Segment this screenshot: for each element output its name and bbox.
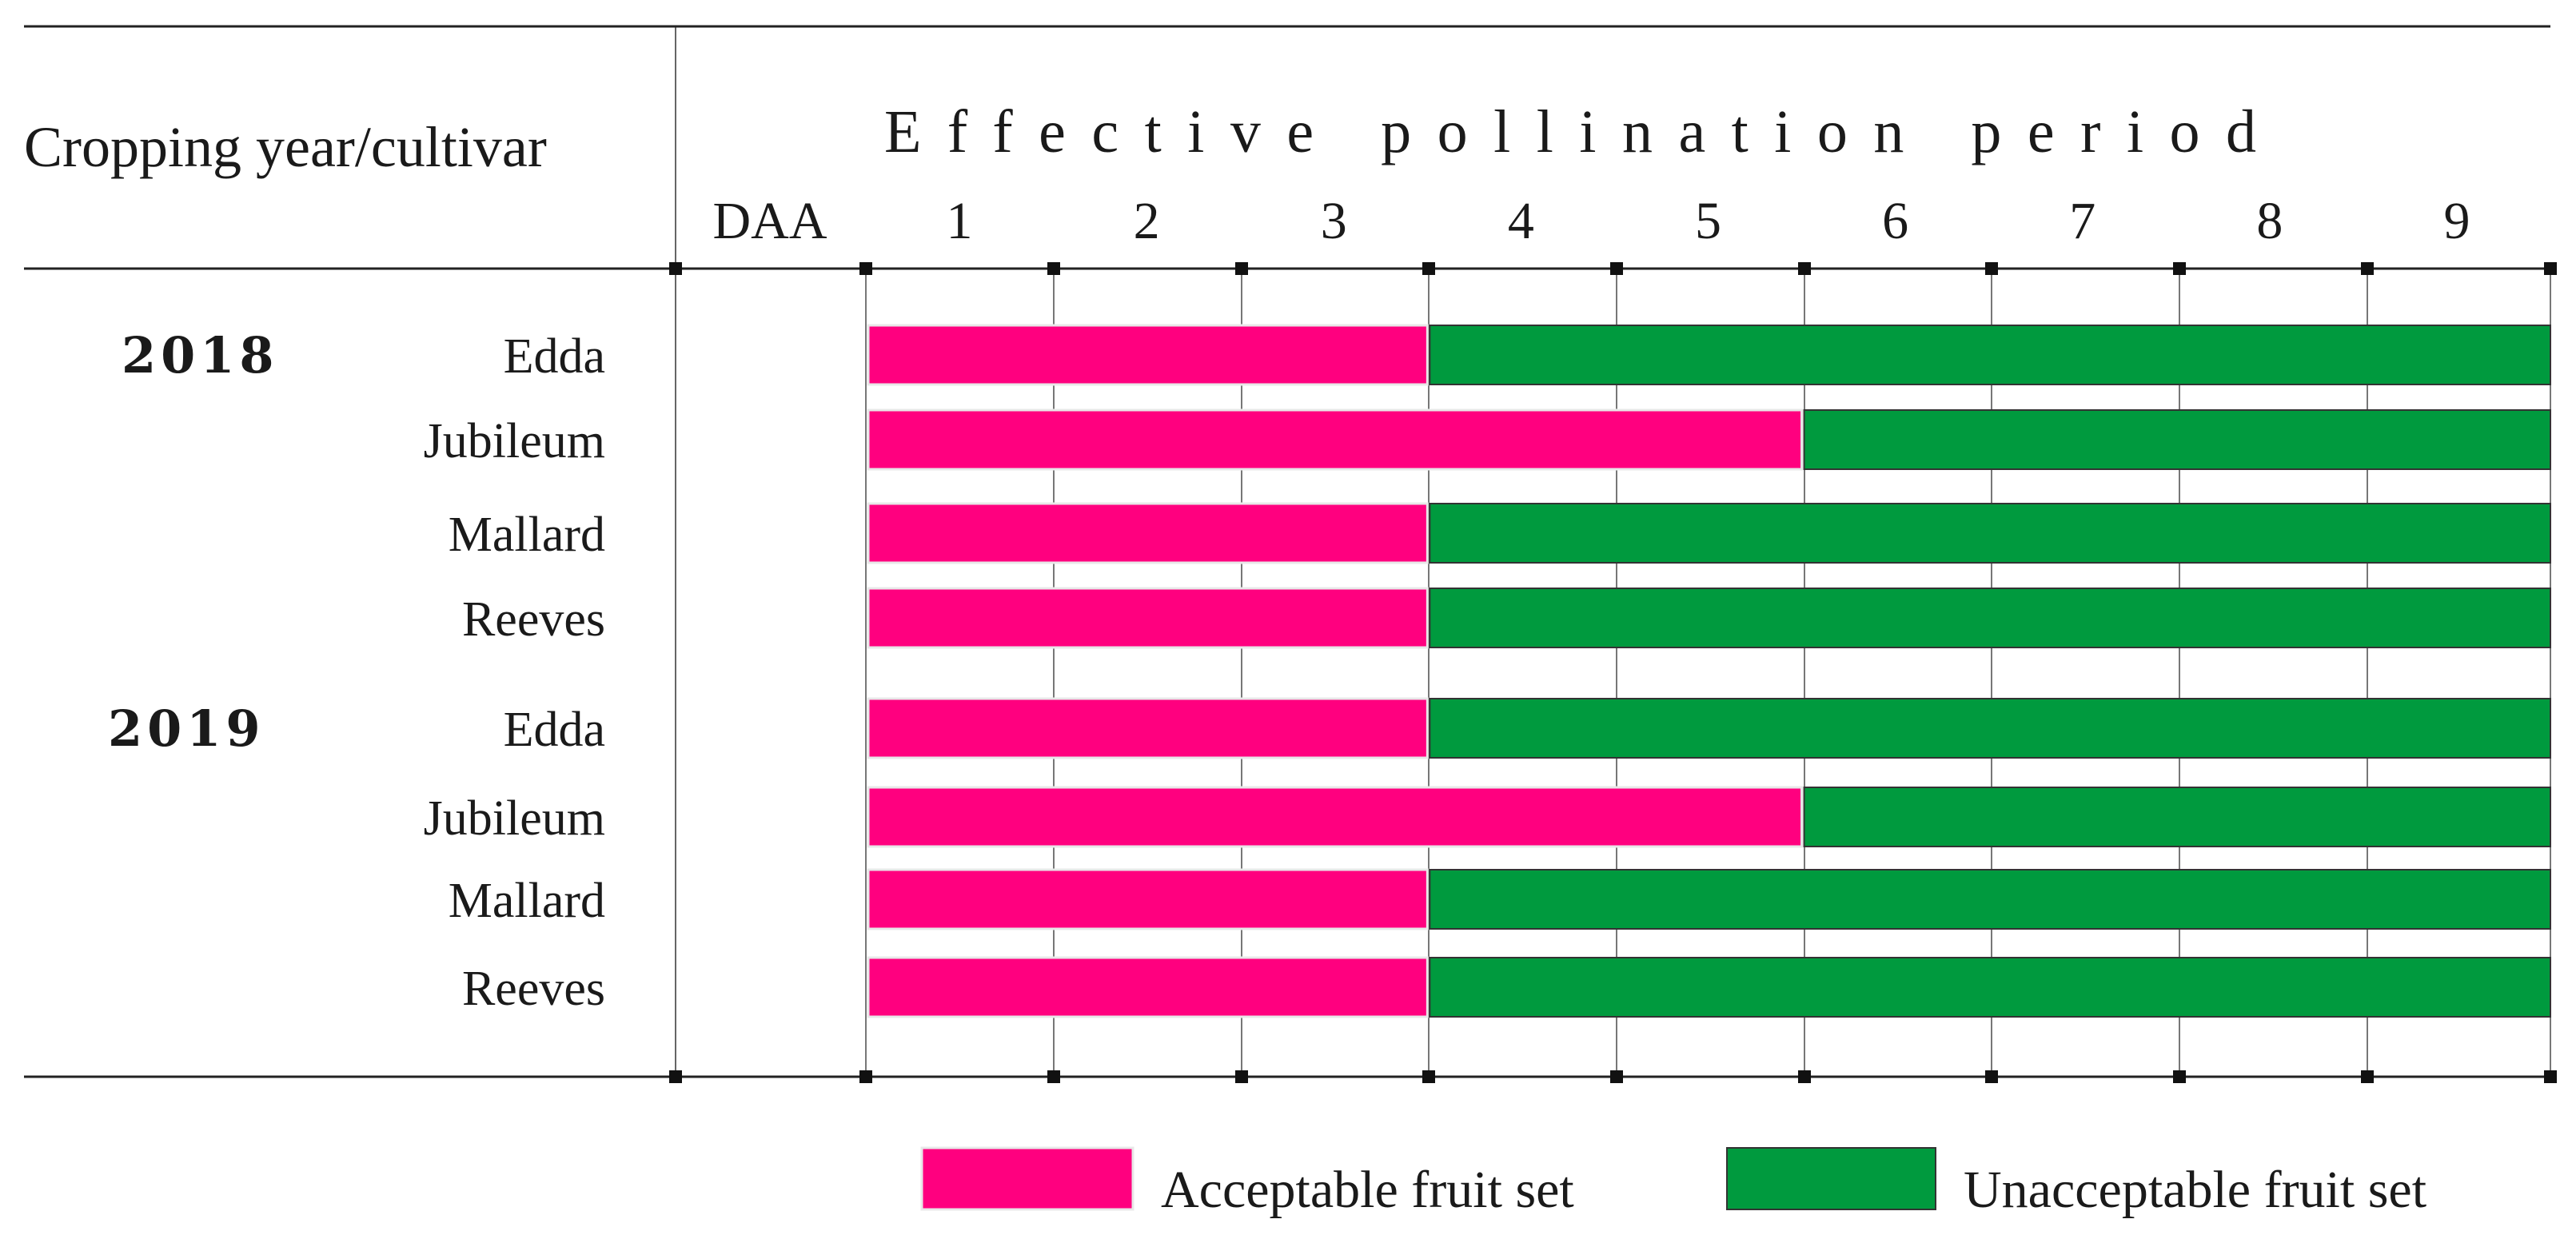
tick-mark <box>859 262 872 275</box>
tick-mark <box>1047 1070 1060 1083</box>
tick-label: 7 <box>2069 192 2095 250</box>
year-label: 2019 <box>108 699 265 758</box>
tick-label: 6 <box>1882 192 1908 250</box>
bars-layer <box>867 324 2552 1018</box>
bar-acceptable <box>867 408 1804 471</box>
tick-mark <box>2544 262 2557 275</box>
legend-label-acceptable: Acceptable fruit set <box>1161 1161 1574 1219</box>
cultivar-label: Jubileum <box>424 791 605 846</box>
bar-acceptable <box>867 697 1429 759</box>
tick-label: 2 <box>1134 192 1160 250</box>
tick-mark <box>1235 1070 1248 1083</box>
bar-acceptable <box>867 324 1429 386</box>
tick-label: 1 <box>947 192 973 250</box>
legend-layer: Acceptable fruit set Unacceptable fruit s… <box>920 1146 2426 1219</box>
grid-layer <box>675 26 2551 1077</box>
bar-unacceptable <box>1803 787 2552 847</box>
legend-label-unacceptable: Unacceptable fruit set <box>1964 1161 2426 1219</box>
bar-acceptable <box>867 956 1429 1018</box>
tick-mark <box>1798 262 1811 275</box>
bar-unacceptable <box>1429 503 2551 564</box>
bar-unacceptable <box>1429 325 2551 385</box>
bar-unacceptable <box>1429 588 2551 648</box>
text-layer: Edda 2018 Jubileum Mallard Reeves Edda 2019 Jub… <box>24 98 2470 1016</box>
bar-acceptable <box>867 502 1429 564</box>
cultivar-label: Edda <box>504 703 605 757</box>
tick-mark <box>2361 262 2374 275</box>
header-label: Cropping year/cultivar <box>24 115 547 179</box>
cultivar-label: Mallard <box>449 874 605 928</box>
tick-label: 5 <box>1695 192 1721 250</box>
tick-mark <box>669 1070 682 1083</box>
legend-swatch-unacceptable <box>1726 1147 1936 1210</box>
tick-mark <box>859 1070 872 1083</box>
bar-acceptable <box>867 868 1429 930</box>
bar-unacceptable <box>1429 957 2551 1018</box>
daa-label: DAA <box>713 192 827 250</box>
tick-label: 4 <box>1508 192 1534 250</box>
tick-mark <box>2173 1070 2186 1083</box>
tick-mark <box>1235 262 1248 275</box>
tick-mark <box>1422 1070 1435 1083</box>
bar-unacceptable <box>1429 698 2551 759</box>
bar-acceptable <box>867 587 1429 649</box>
tick-mark <box>2361 1070 2374 1083</box>
cultivar-label: Edda <box>504 329 605 384</box>
cultivar-label: Reeves <box>462 592 605 647</box>
bar-unacceptable <box>1429 869 2551 930</box>
cultivar-label: Jubileum <box>424 414 605 468</box>
tick-label: 3 <box>1321 192 1347 250</box>
tick-mark <box>1985 1070 1998 1083</box>
tick-mark <box>1047 262 1060 275</box>
frame-layer <box>24 25 2557 1083</box>
cultivar-label: Mallard <box>449 508 605 562</box>
year-label: 2018 <box>122 326 279 384</box>
tick-mark <box>2173 262 2186 275</box>
tick-mark <box>2544 1070 2557 1083</box>
bar-acceptable <box>867 786 1804 848</box>
tick-mark <box>1610 1070 1623 1083</box>
chart-title: Effective pollination period <box>884 98 2283 165</box>
tick-mark <box>1422 262 1435 275</box>
tick-label: 8 <box>2256 192 2283 250</box>
bar-unacceptable <box>1803 409 2552 470</box>
legend-swatch-acceptable <box>920 1146 1134 1211</box>
tick-label: 9 <box>2443 192 2470 250</box>
cultivar-label: Reeves <box>462 962 605 1016</box>
tick-mark <box>1798 1070 1811 1083</box>
tick-mark <box>1610 262 1623 275</box>
tick-mark <box>669 262 682 275</box>
tick-mark <box>1985 262 1998 275</box>
